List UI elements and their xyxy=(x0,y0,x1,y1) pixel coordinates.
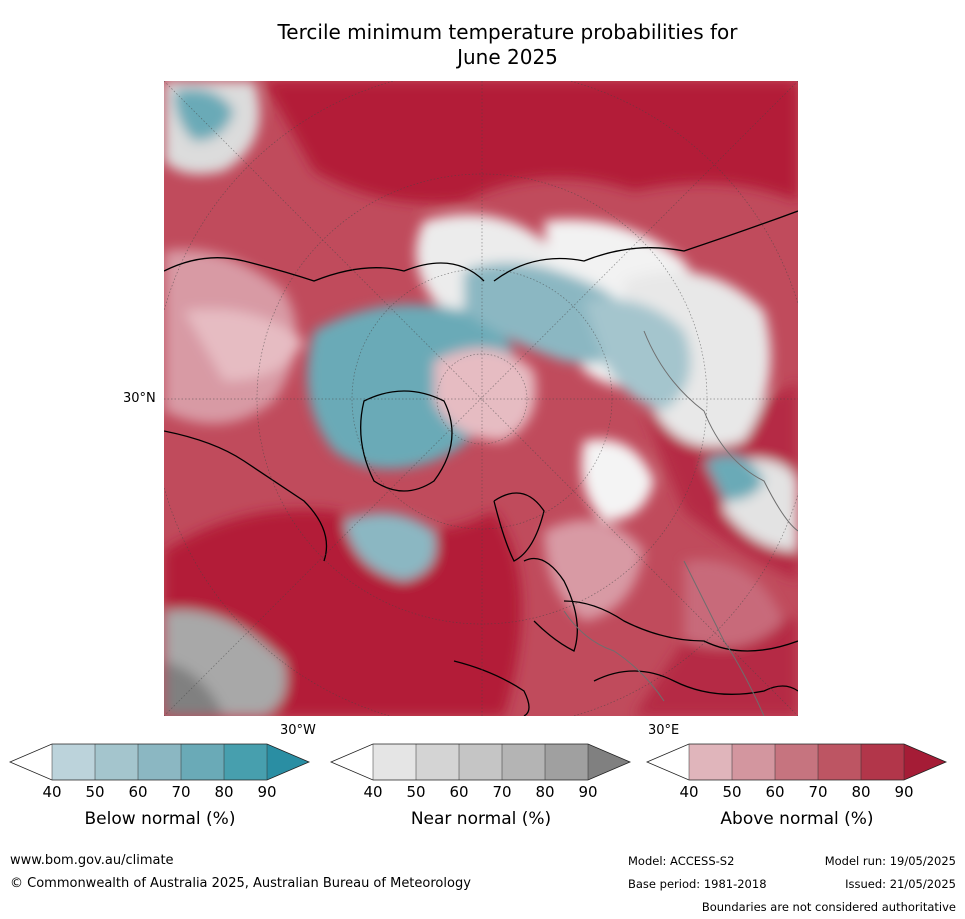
legend-tick-near-normal: 80 xyxy=(535,783,555,801)
colorbar-above-normal-upper-extension xyxy=(904,744,946,780)
legend-near-normal: 40 50 60 70 80 90 Near normal (%) xyxy=(329,743,632,838)
legend-tick-below-normal: 60 xyxy=(128,783,148,801)
longitude-label-30e: 30°E xyxy=(648,723,680,738)
colorbar-above-normal-segment xyxy=(689,744,732,780)
colorbar-near-normal-segment xyxy=(502,744,545,780)
map-title: Tercile minimum temperature probabilitie… xyxy=(180,20,835,70)
colorbar-above-normal xyxy=(645,743,948,781)
legend-tick-above-normal: 80 xyxy=(851,783,871,801)
legend-below-normal: 40 50 60 70 80 90 Below normal (%) xyxy=(8,743,311,838)
colorbar-below-normal-segment xyxy=(95,744,138,780)
legend-tick-above-normal: 40 xyxy=(679,783,699,801)
legend-tick-above-normal: 70 xyxy=(808,783,828,801)
copyright-text: © Commonwealth of Australia 2025, Austra… xyxy=(10,876,471,891)
boundary-disclaimer: Boundaries are not considered authoritat… xyxy=(701,900,956,914)
model-run-date: Model run: 19/05/2025 xyxy=(824,854,956,868)
legend-tick-near-normal: 40 xyxy=(363,783,383,801)
colorbar-near-normal-segment xyxy=(416,744,459,780)
legend-tick-above-normal: 90 xyxy=(894,783,914,801)
legend-tick-near-normal: 70 xyxy=(492,783,512,801)
legend-title-below-normal: Below normal (%) xyxy=(84,809,236,829)
colorbar-near-normal-segment xyxy=(373,744,416,780)
colorbar-below-normal-segment xyxy=(138,744,181,780)
legend-above-normal: 40 50 60 70 80 90 Above normal (%) xyxy=(645,743,948,838)
colorbar-below-normal-segment xyxy=(181,744,224,780)
legend-tick-below-normal: 90 xyxy=(257,783,277,801)
probability-field xyxy=(164,81,798,716)
legend-tick-below-normal: 70 xyxy=(171,783,191,801)
legend-tick-near-normal: 90 xyxy=(578,783,598,801)
coastlines xyxy=(164,210,798,716)
legend-tick-below-normal: 50 xyxy=(85,783,105,801)
colorbar-near-normal-upper-extension xyxy=(588,744,630,780)
legend-tick-near-normal: 50 xyxy=(406,783,426,801)
legend-tick-near-normal: 60 xyxy=(449,783,469,801)
colorbar-above-normal-segment xyxy=(861,744,904,780)
legend-tick-below-normal: 40 xyxy=(42,783,62,801)
probability-map xyxy=(164,81,798,716)
country-borders xyxy=(563,330,798,716)
legend-tick-below-normal: 80 xyxy=(214,783,234,801)
issued-date: Issued: 21/05/2025 xyxy=(845,877,956,891)
colorbar-near-normal xyxy=(329,743,632,781)
colorbar-above-normal-segment xyxy=(732,744,775,780)
colorbar-below-normal-lower-extension xyxy=(10,744,52,780)
colorbar-near-normal-segment xyxy=(459,744,502,780)
colorbar-below-normal-segment xyxy=(52,744,95,780)
base-period: Base period: 1981-2018 xyxy=(628,877,767,891)
map-title-line1: Tercile minimum temperature probabilitie… xyxy=(277,20,738,44)
map-canvas xyxy=(164,81,798,716)
longitude-label-30w: 30°W xyxy=(280,723,316,738)
colorbar-above-normal-segment xyxy=(818,744,861,780)
legend-title-near-normal: Near normal (%) xyxy=(410,809,552,829)
colorbar-above-normal-lower-extension xyxy=(647,744,689,780)
colorbar-near-normal-lower-extension xyxy=(331,744,373,780)
legend-title-above-normal: Above normal (%) xyxy=(720,809,874,829)
colorbar-above-normal-segment xyxy=(775,744,818,780)
legend-tick-above-normal: 50 xyxy=(722,783,742,801)
colorbar-below-normal xyxy=(8,743,311,781)
map-title-line2: June 2025 xyxy=(457,45,558,69)
graticule xyxy=(164,81,798,716)
website-link[interactable]: www.bom.gov.au/climate xyxy=(10,853,174,868)
legend-tick-above-normal: 60 xyxy=(765,783,785,801)
colorbar-near-normal-segment xyxy=(545,744,588,780)
colorbar-below-normal-upper-extension xyxy=(267,744,309,780)
model-name: Model: ACCESS-S2 xyxy=(628,854,735,868)
colorbar-below-normal-segment xyxy=(224,744,267,780)
latitude-label-30n: 30°N xyxy=(123,391,156,406)
